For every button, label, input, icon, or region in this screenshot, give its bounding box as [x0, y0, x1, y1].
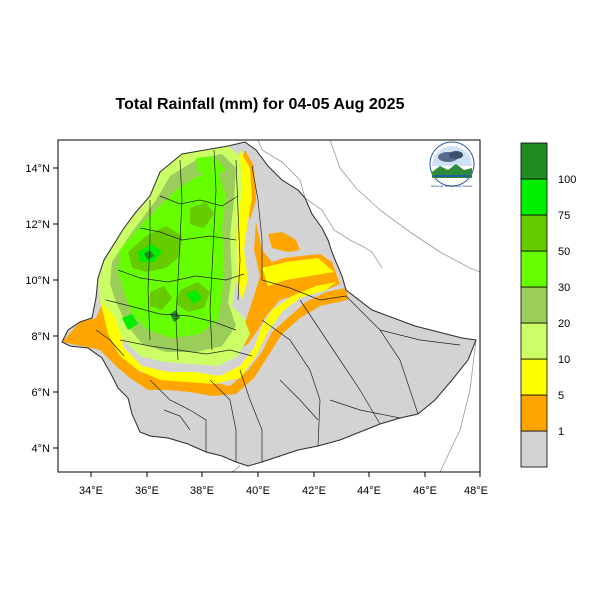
colorbar-label: 5: [558, 390, 564, 402]
lon-tick-label: 46°E: [413, 485, 437, 497]
colorbar-swatch: [520, 142, 548, 180]
colorbar-label: 50: [558, 246, 570, 258]
lat-tick-label: 6°N: [32, 387, 51, 399]
lon-tick-label: 36°E: [135, 485, 159, 497]
lon-tick-label: 42°E: [302, 485, 326, 497]
rain-zone-over-100: [170, 310, 180, 322]
colorbar-label: 10: [558, 354, 570, 366]
lat-tick-label: 10°N: [25, 275, 50, 287]
colorbar-label: 30: [558, 282, 570, 294]
colorbar: 1 5 10 20 30 50 75 100: [520, 142, 576, 468]
institute-logo: Ethiopian Meteorology Institute: [429, 141, 475, 188]
rain-zone-30-50: [196, 156, 226, 178]
lon-tick-label: 38°E: [190, 485, 214, 497]
colorbar-label: 100: [558, 174, 576, 186]
logo-caption: Ethiopian Meteorology Institute: [431, 184, 473, 188]
colorbar-swatch: [520, 358, 548, 396]
colorbar-label: 20: [558, 318, 570, 330]
colorbar-label: 1: [558, 426, 564, 438]
colorbar-swatch: [520, 430, 548, 468]
admin-borders: [95, 149, 461, 462]
lon-axis: 34°E 36°E 38°E 40°E 42°E 44°E 46°E 48°E: [79, 472, 488, 497]
map-title: Total Rainfall (mm) for 04-05 Aug 2025: [115, 96, 405, 113]
rain-zone-50-75: [150, 286, 172, 310]
neighbor-borders: [231, 140, 480, 472]
rain-zone-75-100: [122, 314, 138, 330]
lat-tick-label: 4°N: [32, 443, 51, 455]
colorbar-swatch: [520, 250, 548, 288]
colorbar-swatch: [520, 286, 548, 324]
lat-tick-label: 14°N: [25, 163, 50, 175]
lon-tick-label: 48°E: [464, 485, 488, 497]
colorbar-swatch: [520, 214, 548, 252]
lon-tick-label: 44°E: [357, 485, 381, 497]
rain-zone-75-100: [186, 290, 202, 304]
lat-tick-label: 12°N: [25, 219, 50, 231]
colorbar-swatch: [520, 394, 548, 432]
rain-zone-5-10: [262, 258, 334, 286]
map-frame: [57, 139, 481, 473]
rain-zone-50-75: [190, 202, 214, 228]
colorbar-label: 75: [558, 210, 570, 222]
lat-tick-label: 8°N: [32, 331, 51, 343]
rain-zone-5-10: [100, 282, 336, 384]
rain-zone-over-100: [144, 250, 154, 260]
colorbar-swatch: [520, 322, 548, 360]
lon-tick-label: 40°E: [246, 485, 270, 497]
rain-zone-1-5: [268, 232, 300, 252]
rain-zone-1-5: [62, 288, 348, 396]
lon-tick-label: 34°E: [79, 485, 103, 497]
lat-axis: 4°N 6°N 8°N 10°N 12°N 14°N: [25, 163, 58, 455]
country-outline: [61, 141, 477, 467]
colorbar-swatch: [520, 178, 548, 216]
